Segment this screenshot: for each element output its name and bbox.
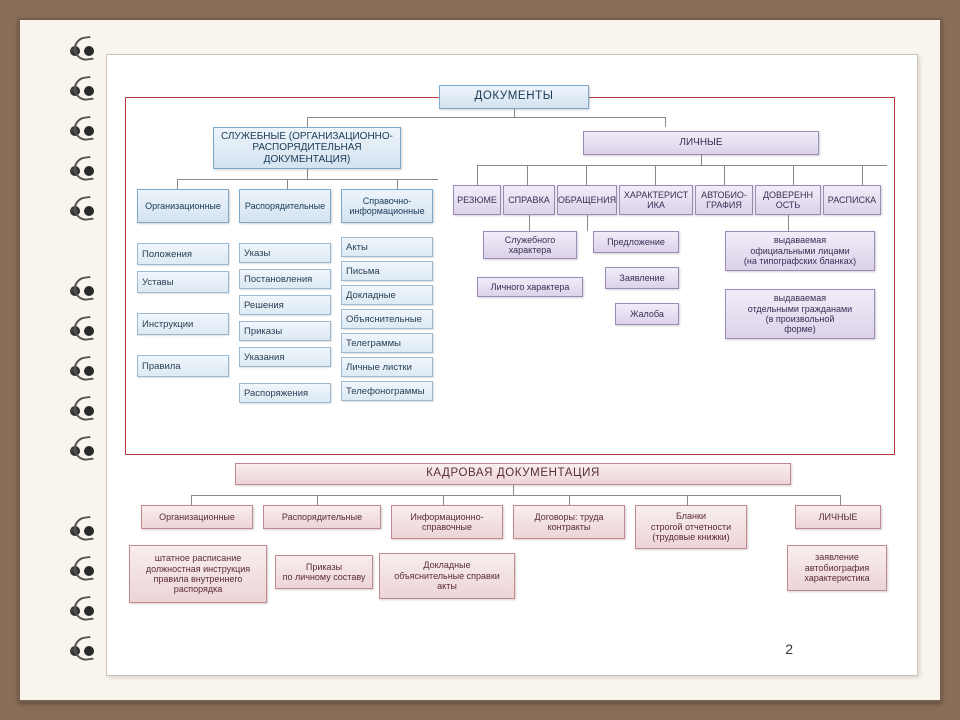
spiral-binding <box>68 522 96 542</box>
connector <box>569 495 570 505</box>
hr-col-3: Договоры: труда контракты <box>513 505 625 539</box>
connector <box>655 165 656 185</box>
obr-1: Заявление <box>605 267 679 289</box>
connector <box>177 179 438 180</box>
connector <box>513 485 514 495</box>
org-item: Правила <box>137 355 229 377</box>
hr-detail-2: Докладные объяснительные справки акты <box>379 553 515 599</box>
sprav-item: Телефонограммы <box>341 381 433 401</box>
sprav-item: Личные листки <box>341 357 433 377</box>
hr-col-5: ЛИЧНЫЕ <box>795 505 881 529</box>
personal-cat-6: РАСПИСКА <box>823 185 881 215</box>
sprav-item: Объяснительные <box>341 309 433 329</box>
spiral-binding <box>68 402 96 422</box>
hr-detail-1: Приказы по личному составу <box>275 555 373 589</box>
root-title: ДОКУМЕНТЫ <box>439 85 589 109</box>
connector <box>586 165 587 185</box>
paper-sheet: ДОКУМЕНТЫ СЛУЖЕБНЫЕ (ОРГАНИЗАЦИОННО- РАС… <box>106 54 918 676</box>
rasp-item: Решения <box>239 295 331 315</box>
hr-col-1: Распорядительные <box>263 505 381 529</box>
rasp-item: Указы <box>239 243 331 263</box>
connector <box>793 165 794 185</box>
spiral-binding <box>68 322 96 342</box>
connector <box>191 495 841 496</box>
connector <box>443 495 444 505</box>
rasp-item: Распоряжения <box>239 383 331 403</box>
connector <box>587 215 588 231</box>
spiral-binding <box>68 282 96 302</box>
rasp-item: Указания <box>239 347 331 367</box>
spiral-binding <box>68 122 96 142</box>
connector <box>788 215 789 231</box>
connector <box>724 165 725 185</box>
personal-cat-4: АВТОБИО- ГРАФИЯ <box>695 185 753 215</box>
hr-col-0: Организационные <box>141 505 253 529</box>
connector <box>307 169 308 179</box>
hr-header: КАДРОВАЯ ДОКУМЕНТАЦИЯ <box>235 463 791 485</box>
spiral-binding <box>68 442 96 462</box>
personal-cat-1: СПРАВКА <box>503 185 555 215</box>
connector <box>477 165 887 166</box>
dover-0: выдаваемая официальными лицами (на типог… <box>725 231 875 271</box>
spravka-0: Служебного характера <box>483 231 577 259</box>
official-group-2: Справочно- информационные <box>341 189 433 223</box>
spiral-binding <box>68 562 96 582</box>
spiral-binding <box>68 642 96 662</box>
official-group-1: Распорядительные <box>239 189 331 223</box>
hr-detail-0: штатное расписание должностная инструкци… <box>129 545 267 603</box>
official-group-0: Организационные <box>137 189 229 223</box>
obr-2: Жалоба <box>615 303 679 325</box>
spiral-binding <box>68 362 96 382</box>
hr-detail-5: заявление автобиография характеристика <box>787 545 887 591</box>
org-item: Уставы <box>137 271 229 293</box>
personal-cat-3: ХАРАКТЕРИСТ ИКА <box>619 185 693 215</box>
spiral-binding <box>68 162 96 182</box>
connector <box>177 179 178 189</box>
connector <box>477 165 478 185</box>
connector <box>701 155 702 165</box>
connector <box>529 215 530 231</box>
connector <box>665 117 666 127</box>
org-item: Положения <box>137 243 229 265</box>
obr-0: Предложение <box>593 231 679 253</box>
connector <box>687 495 688 505</box>
spravka-1: Личного характера <box>477 277 583 297</box>
sprav-item: Акты <box>341 237 433 257</box>
hr-col-2: Информационно- справочные <box>391 505 503 539</box>
connector <box>317 495 318 505</box>
page-number: 2 <box>785 641 793 657</box>
spiral-binding <box>68 602 96 622</box>
connector <box>191 495 192 505</box>
connector <box>307 117 666 118</box>
rasp-item: Приказы <box>239 321 331 341</box>
personal-cat-2: ОБРАЩЕНИЯ <box>557 185 617 215</box>
connector <box>862 165 863 185</box>
hr-col-4: Бланки строгой отчетности (трудовые книж… <box>635 505 747 549</box>
sprav-item: Телеграммы <box>341 333 433 353</box>
spiral-binding <box>68 202 96 222</box>
official-header: СЛУЖЕБНЫЕ (ОРГАНИЗАЦИОННО- РАСПОРЯДИТЕЛЬ… <box>213 127 401 169</box>
spiral-binding <box>68 82 96 102</box>
connector <box>287 179 288 189</box>
connector <box>397 179 398 189</box>
personal-cat-5: ДОВЕРЕНН ОСТЬ <box>755 185 821 215</box>
connector <box>840 495 841 505</box>
personal-header: ЛИЧНЫЕ <box>583 131 819 155</box>
notebook-frame: ДОКУМЕНТЫ СЛУЖЕБНЫЕ (ОРГАНИЗАЦИОННО- РАС… <box>18 18 942 702</box>
dover-1: выдаваемая отдельными гражданами (в прои… <box>725 289 875 339</box>
sprav-item: Докладные <box>341 285 433 305</box>
connector <box>307 117 308 127</box>
connector <box>527 165 528 185</box>
sprav-item: Письма <box>341 261 433 281</box>
org-item: Инструкции <box>137 313 229 335</box>
rasp-item: Постановления <box>239 269 331 289</box>
personal-cat-0: РЕЗЮМЕ <box>453 185 501 215</box>
spiral-binding <box>68 42 96 62</box>
connector <box>514 109 515 117</box>
